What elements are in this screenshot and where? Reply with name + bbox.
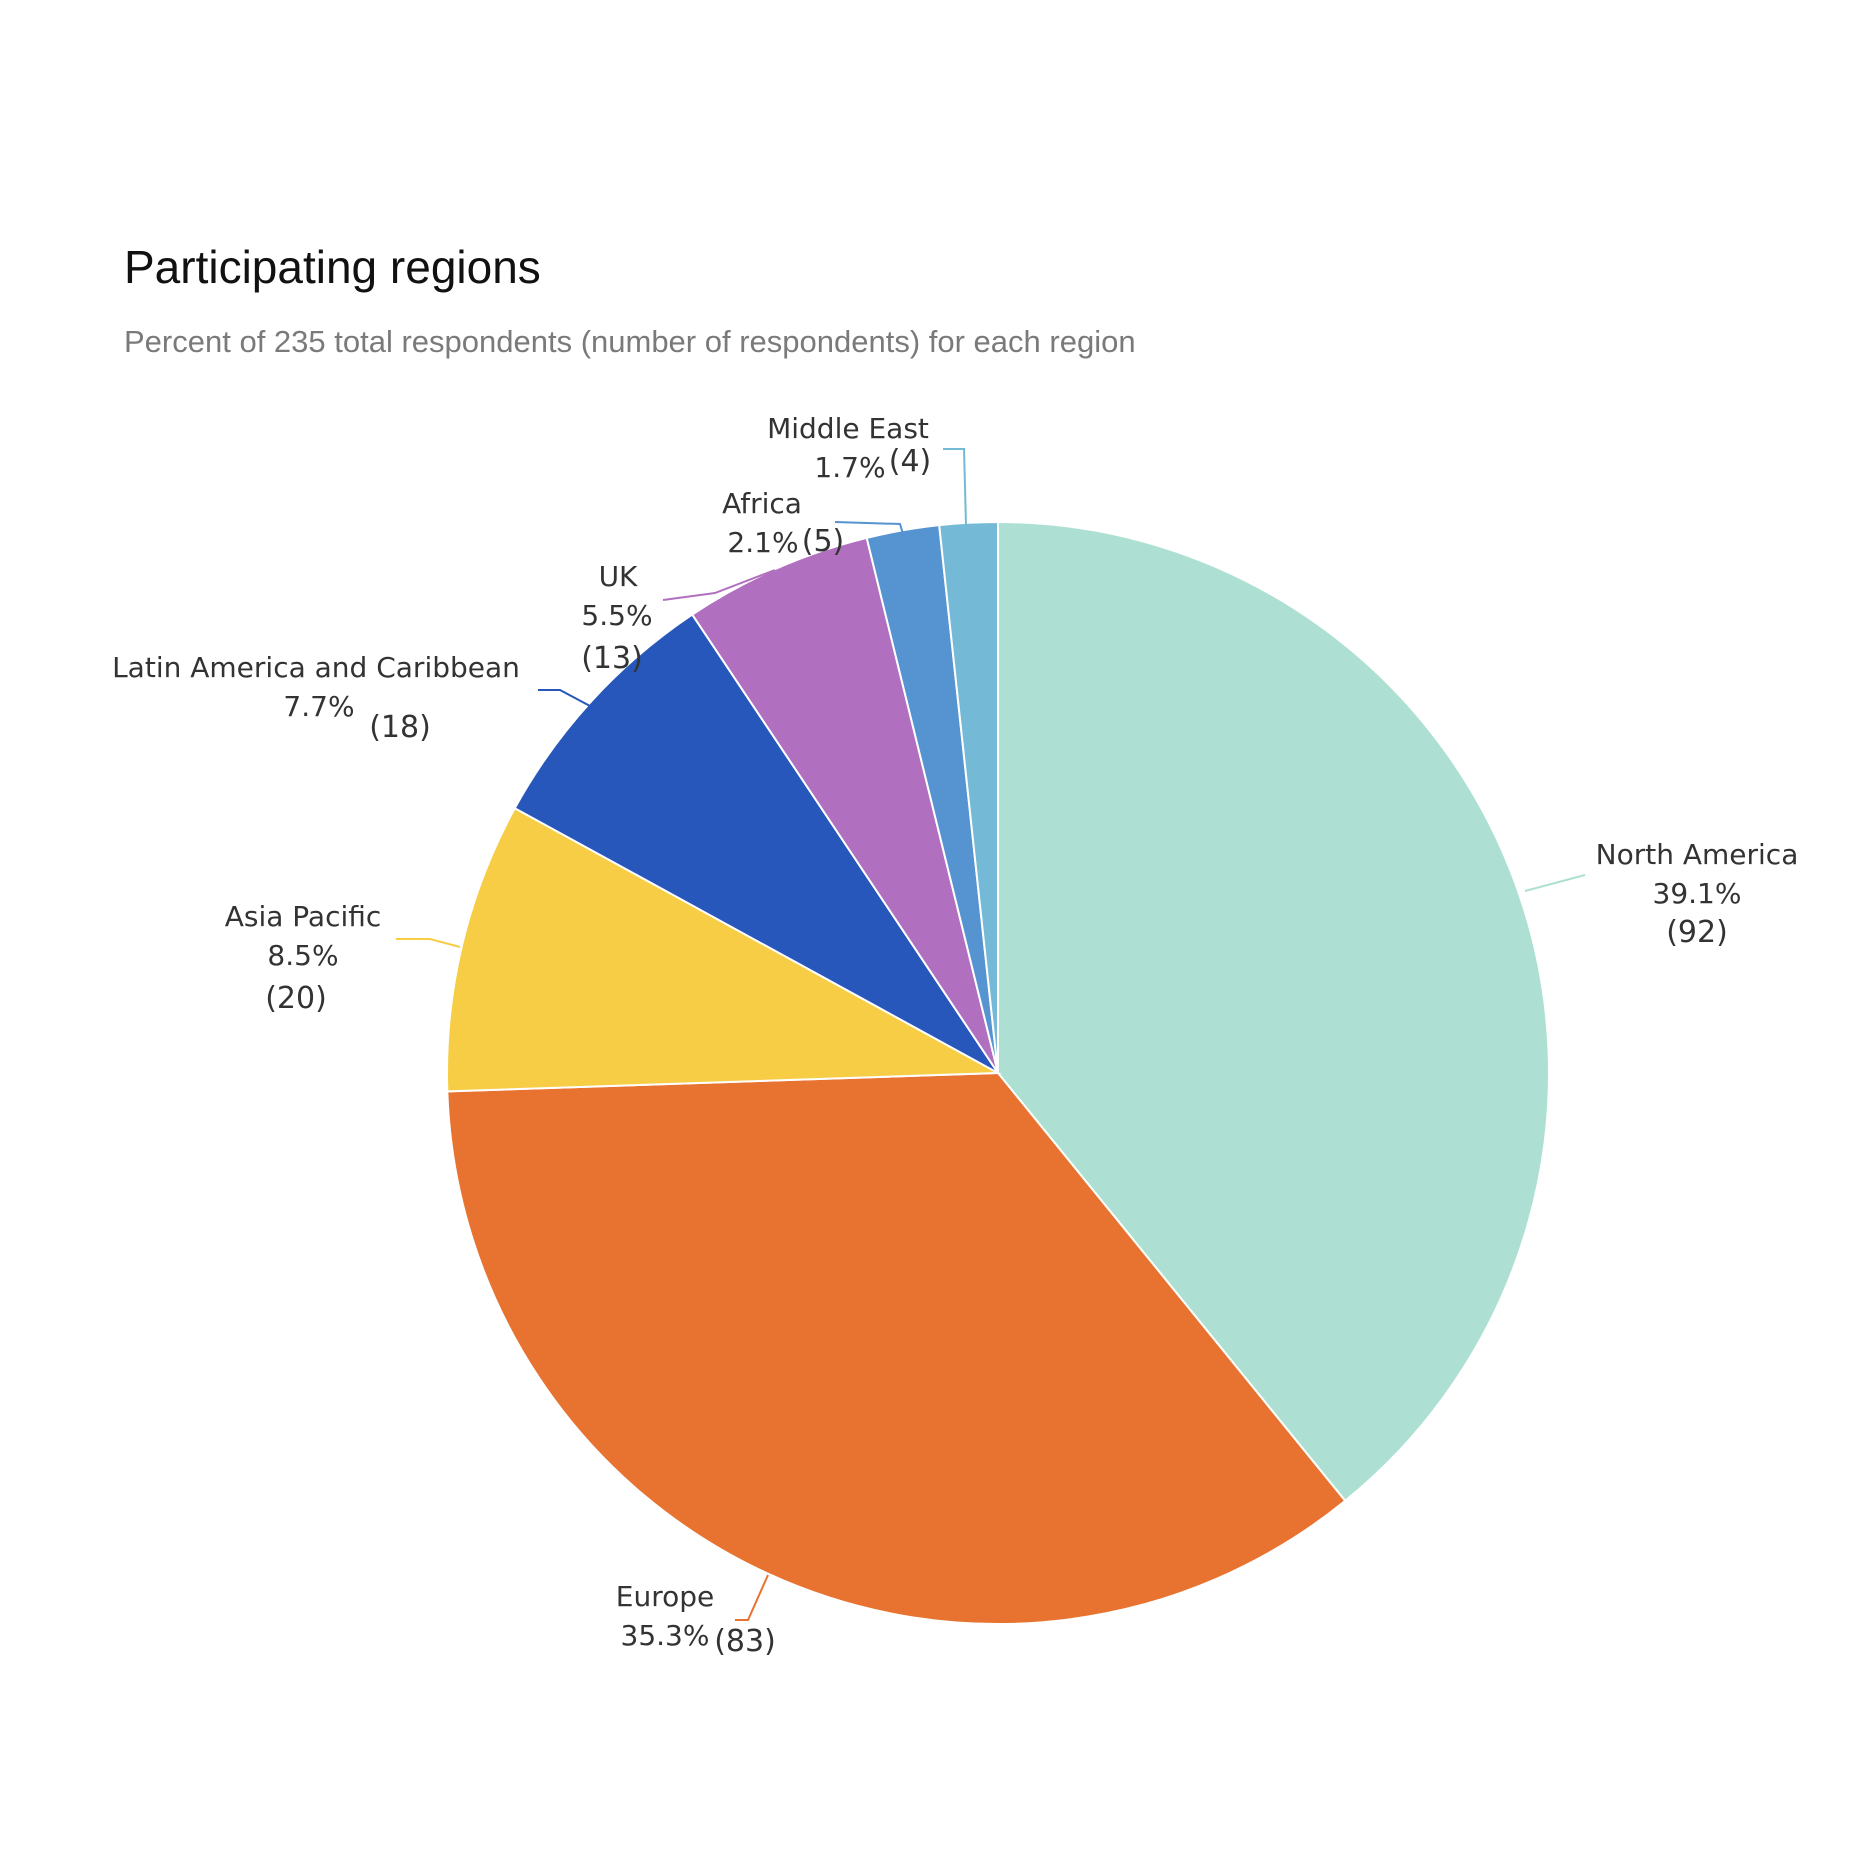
slice-label-asia-pacific: Asia Pacific: [225, 900, 382, 933]
slice-middle-east: [938, 520, 999, 1074]
leader-lines: [396, 448, 1586, 1621]
leader-africa: [834, 521, 904, 535]
slice-count-africa: (5): [802, 524, 845, 559]
slice-label-europe: Europe: [616, 1580, 714, 1613]
slice-percent-latin-america-and-caribbean: 7.7%: [283, 690, 354, 723]
slice-latin-america-and-caribbean: [513, 613, 999, 1074]
slice-asia-pacific: [446, 806, 1002, 1093]
slice-count-north-america: (92): [1666, 915, 1728, 950]
slice-label-north-america: North America: [1596, 838, 1799, 871]
slice-percent-middle-east: 1.7%: [814, 451, 885, 484]
slice-count-europe: (83): [714, 1624, 776, 1659]
slice-count-asia-pacific: (20): [265, 981, 327, 1016]
pie-slices: [446, 520, 1550, 1625]
slice-count-uk: (13): [581, 641, 643, 676]
leader-middle-east: [943, 448, 967, 526]
leader-asia-pacific: [396, 938, 461, 948]
slice-north-america: [997, 520, 1550, 1503]
slice-percent-africa: 2.1%: [727, 526, 798, 559]
leader-latin-america-and-caribbean: [538, 689, 591, 707]
chart-title: Participating regions: [124, 241, 541, 293]
slice-percent-asia-pacific: 8.5%: [267, 939, 338, 972]
slice-percent-uk: 5.5%: [581, 599, 652, 632]
slice-label-uk: UK: [599, 560, 638, 593]
slice-label-africa: Africa: [722, 487, 802, 520]
slice-labels: North America 39.1% (92) Europe 35.3% (83) Asi…: [112, 412, 1798, 1659]
leader-uk: [662, 569, 776, 601]
chart-subtitle: Percent of 235 total respondents (number…: [124, 324, 1136, 359]
leader-north-america: [1524, 874, 1586, 892]
leader-europe: [735, 1574, 769, 1621]
slice-uk: [690, 536, 999, 1074]
slice-count-middle-east: (4): [889, 444, 932, 479]
slice-label-middle-east: Middle East: [767, 412, 929, 445]
slice-europe: [446, 1071, 1347, 1625]
slice-percent-europe: 35.3%: [621, 1619, 710, 1652]
slice-percent-north-america: 39.1%: [1653, 877, 1742, 910]
slice-count-latin-america-and-caribbean: (18): [369, 710, 431, 745]
slice-label-latin-america-and-caribbean: Latin America and Caribbean: [112, 651, 520, 684]
